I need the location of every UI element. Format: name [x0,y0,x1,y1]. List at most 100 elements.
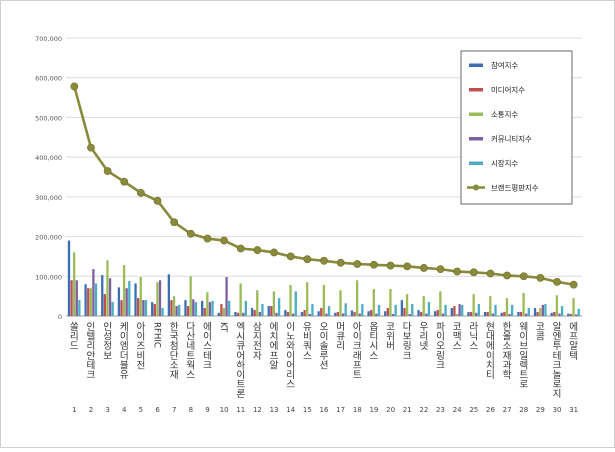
rank-29: 29 [536,406,545,414]
bar-2-28 [519,312,523,316]
bar-2-11 [236,312,240,316]
bar-3-29 [539,308,542,316]
bar-3-14 [289,285,292,316]
brand-index-point-21 [403,262,412,271]
bar-1-17 [334,312,337,316]
bar-3-7 [172,296,176,316]
bar-3-31 [572,298,575,316]
rank-19: 19 [369,406,378,414]
legend-swatch-4 [469,137,483,141]
bar-2-7 [170,300,173,316]
bar-4-16 [325,313,328,316]
bar-1-2 [84,284,87,316]
brand-index-point-16 [320,256,328,265]
bar-4-1 [75,280,78,316]
rank-23: 23 [436,406,445,414]
bar-2-16 [320,308,323,316]
bar-2-2 [87,288,90,316]
brand-index-point-5 [137,188,145,197]
bar-5-2 [94,283,98,316]
bar-5-15 [311,304,314,316]
bar-4-25 [475,312,478,316]
bar-5-30 [560,306,564,316]
bar-3-8 [189,276,192,316]
rank-1: 1 [72,406,76,414]
rank-31: 31 [569,406,578,414]
brand-index-point-26 [486,269,495,278]
bar-1-10 [217,312,220,316]
bar-5-5 [144,300,148,316]
rank-28: 28 [519,406,528,414]
bar-1-24 [450,308,453,316]
bar-1-20 [384,311,387,316]
legend-label-2: 미디어지수 [491,86,525,95]
bar-1-14 [284,310,287,316]
bar-4-6 [158,280,162,316]
rank-12: 12 [253,406,262,414]
bar-2-20 [386,308,389,316]
bar-3-28 [522,292,525,316]
rank-2: 2 [89,406,93,414]
brand-index-point-15 [303,255,312,264]
bar-5-4 [128,281,131,316]
brand-index-point-30 [553,277,561,286]
bar-1-26 [483,312,487,316]
bar-2-10 [220,304,223,316]
bar-2-26 [486,312,489,316]
rank-5: 5 [139,406,143,414]
bar-4-3 [108,278,112,316]
bar-3-3 [106,260,109,316]
bar-5-14 [294,291,297,316]
bar-3-27 [505,298,509,316]
legend-swatch-marker [473,184,479,191]
bar-2-31 [569,314,573,316]
y-tick-label: 100,000 [35,273,62,281]
bar-4-8 [192,299,195,316]
brand-index-point-7 [170,218,179,227]
bar-2-9 [203,308,206,316]
bar-4-10 [225,277,228,316]
rank-8: 8 [189,406,193,414]
y-tick-label: 600,000 [35,75,62,83]
bar-4-15 [308,314,311,316]
rank-26: 26 [486,406,495,414]
bar-5-20 [394,304,397,316]
brand-index-point-6 [153,196,162,205]
bar-3-4 [122,265,126,316]
bar-3-15 [306,282,309,316]
bar-3-11 [239,283,242,316]
legend-swatch-5 [469,161,483,165]
bar-5-28 [527,308,530,316]
bar-5-7 [178,304,181,316]
rank-14: 14 [286,406,295,414]
bar-1-4 [117,287,121,316]
bar-5-27 [510,304,514,316]
bar-5-12 [261,304,264,316]
rank-3: 3 [105,406,109,414]
bar-3-19 [372,288,375,316]
bar-2-4 [120,300,123,316]
bar-4-14 [292,313,295,316]
bar-1-1 [67,240,71,316]
bar-2-30 [553,312,556,316]
brand-index-point-19 [370,260,378,269]
bar-3-1 [73,252,76,316]
bar-1-21 [400,300,404,316]
bar-1-30 [550,312,553,316]
bar-1-29 [533,308,537,316]
brand-index-point-29 [536,273,545,282]
legend-swatch-3 [469,112,483,116]
bar-1-22 [417,310,420,316]
bar-2-22 [419,312,423,316]
brand-index-point-13 [270,248,278,257]
